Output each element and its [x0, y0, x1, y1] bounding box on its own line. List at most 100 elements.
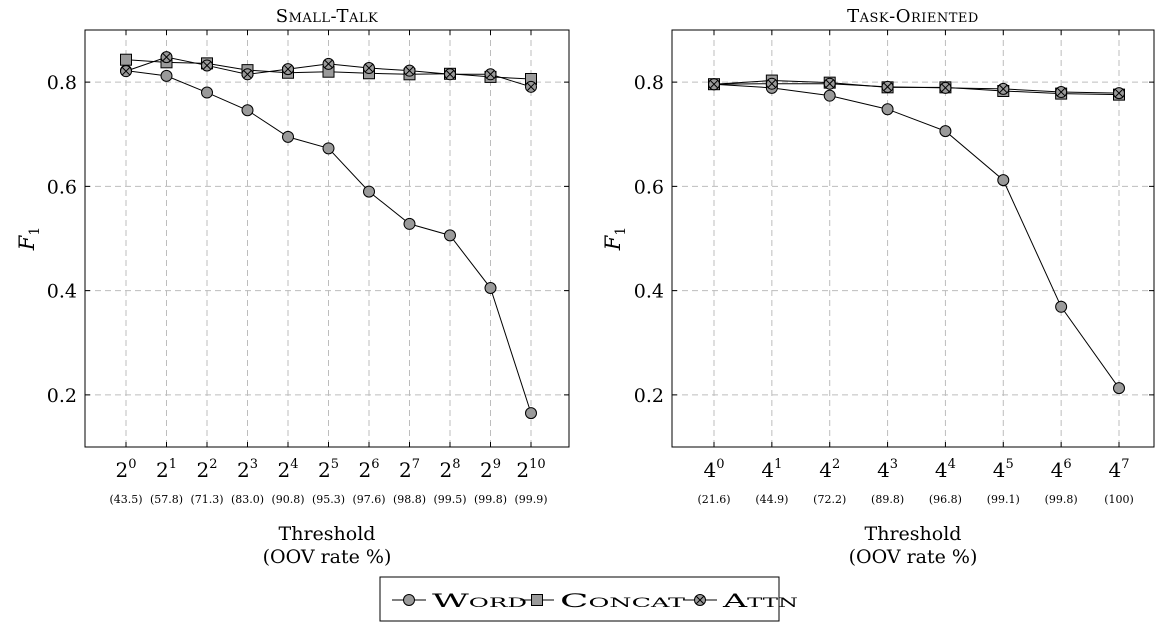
- x-oov-label: (83.0): [231, 493, 264, 506]
- point-word: [1055, 300, 1068, 313]
- point-word: [363, 185, 375, 198]
- point-word: [525, 407, 537, 420]
- x-oov-label: (72.2): [813, 493, 846, 506]
- y-tick-label: 0.4: [634, 281, 664, 303]
- x-tick-label: 29: [480, 457, 501, 482]
- y-tick-label: 0.8: [634, 72, 664, 94]
- x-oov-label: (90.8): [271, 493, 304, 506]
- x-axis-label: Threshold: [865, 523, 962, 545]
- x-oov-label: (44.9): [755, 493, 788, 506]
- point-attn: [1055, 86, 1068, 99]
- y-tick-label: 0.6: [47, 176, 77, 198]
- point-attn: [322, 57, 335, 70]
- x-tick-label: 27: [399, 457, 420, 482]
- x-tick-label: 40: [703, 457, 724, 482]
- point-attn: [1113, 87, 1125, 100]
- point-concat: [120, 53, 132, 66]
- point-word: [201, 86, 213, 99]
- point-attn: [765, 77, 778, 90]
- legend-label-concat: Concat: [560, 590, 686, 612]
- x-tick-label: 24: [277, 457, 298, 482]
- x-oov-label: (100): [1104, 493, 1134, 506]
- point-attn: [241, 68, 254, 81]
- x-oov-label: (96.8): [929, 493, 962, 506]
- legend-marker-concat: [531, 594, 543, 606]
- x-tick-label: 25: [318, 457, 339, 482]
- x-oov-label: (99.1): [987, 493, 1020, 506]
- point-attn: [484, 68, 497, 81]
- point-word: [1113, 382, 1125, 395]
- x-oov-label: (99.9): [514, 493, 547, 506]
- x-tick-label: 41: [761, 457, 782, 482]
- x-tick-label: 20: [115, 457, 136, 482]
- point-word: [160, 69, 173, 82]
- legend-marker-word: [403, 594, 415, 606]
- x-tick-label: 47: [1108, 457, 1129, 482]
- x-oov-label: (99.5): [433, 493, 466, 506]
- legend: Word Concat Attn: [379, 576, 798, 622]
- point-word: [403, 217, 416, 230]
- x-oov-label: (21.6): [697, 493, 730, 506]
- point-attn: [881, 80, 894, 93]
- point-attn: [823, 77, 836, 90]
- point-attn: [444, 68, 456, 81]
- x-tick-label: 21: [156, 457, 177, 482]
- y-axis-label: F1: [15, 227, 43, 252]
- y-axis-label: F1: [601, 227, 629, 252]
- y-tick-label: 0.6: [634, 176, 664, 198]
- x-oov-label: (99.8): [474, 493, 507, 506]
- x-tick-label: 23: [237, 457, 258, 482]
- plot-frame: [671, 29, 1155, 448]
- x-tick-label: 43: [877, 457, 898, 482]
- x-tick-label: 46: [1051, 457, 1072, 482]
- point-word: [997, 174, 1010, 187]
- x-oov-label: (95.3): [312, 493, 345, 506]
- x-oov-label: (99.8): [1045, 493, 1078, 506]
- legend-label-word: Word: [432, 590, 527, 612]
- point-attn: [997, 82, 1010, 95]
- x-tick-label: 210: [516, 457, 545, 482]
- x-oov-label: (97.6): [352, 493, 385, 506]
- x-axis-label-2: (OOV rate %): [849, 546, 978, 568]
- point-word: [823, 89, 836, 102]
- point-attn: [708, 78, 720, 91]
- x-oov-label: (89.8): [871, 493, 904, 506]
- y-tick-label: 0.8: [47, 72, 77, 94]
- series-line-word: [713, 83, 1120, 389]
- x-tick-label: 42: [819, 457, 840, 482]
- chart-panel-task-oriented: Task-Oriented 0.2 0.4 0.6 0.8 40 (21.6) 41 (44.9…: [601, 6, 1155, 568]
- point-attn: [160, 51, 173, 64]
- point-attn: [201, 59, 213, 72]
- plot-frame: [84, 29, 570, 448]
- point-word: [241, 104, 254, 117]
- point-word: [444, 229, 456, 242]
- point-attn: [363, 62, 375, 75]
- point-attn: [939, 81, 952, 94]
- x-oov-label: (57.8): [150, 493, 183, 506]
- series-line-attn: [713, 83, 1120, 94]
- point-word: [282, 130, 294, 143]
- legend-label-attn: Attn: [721, 590, 798, 612]
- y-tick-label: 0.2: [47, 385, 77, 407]
- point-attn: [525, 80, 537, 93]
- x-tick-label: 28: [439, 457, 460, 482]
- point-word: [939, 125, 952, 138]
- x-tick-label: 44: [935, 457, 956, 482]
- chart-title: Task-Oriented: [847, 6, 979, 27]
- x-axis-label-2: (OOV rate %): [263, 546, 392, 568]
- x-tick-label: 45: [993, 457, 1014, 482]
- chart-title: Small-Talk: [276, 6, 378, 27]
- legend-marker-attn: [694, 594, 706, 606]
- y-tick-label: 0.4: [47, 281, 77, 303]
- x-axis-label: Threshold: [279, 523, 376, 545]
- point-attn: [282, 63, 294, 76]
- point-attn: [120, 65, 132, 78]
- point-word: [322, 142, 335, 155]
- legend-box: [379, 576, 780, 622]
- x-tick-label: 22: [196, 457, 217, 482]
- x-oov-label: (71.3): [190, 493, 223, 506]
- x-oov-label: (98.8): [393, 493, 426, 506]
- chart-panel-small-talk: Small-Talk 0.2 0.4 0.6 0.8 20 (43.5) 21 (57.8) 22…: [15, 6, 570, 568]
- point-word: [484, 282, 497, 295]
